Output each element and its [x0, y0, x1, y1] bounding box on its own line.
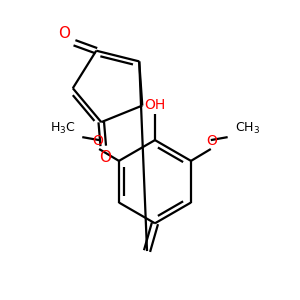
Text: O: O [206, 134, 217, 148]
Text: H$_3$C: H$_3$C [50, 121, 75, 136]
Text: O: O [58, 26, 70, 41]
Text: O: O [93, 134, 104, 148]
Text: O: O [99, 150, 111, 165]
Text: OH: OH [144, 98, 166, 112]
Text: CH$_3$: CH$_3$ [235, 121, 260, 136]
